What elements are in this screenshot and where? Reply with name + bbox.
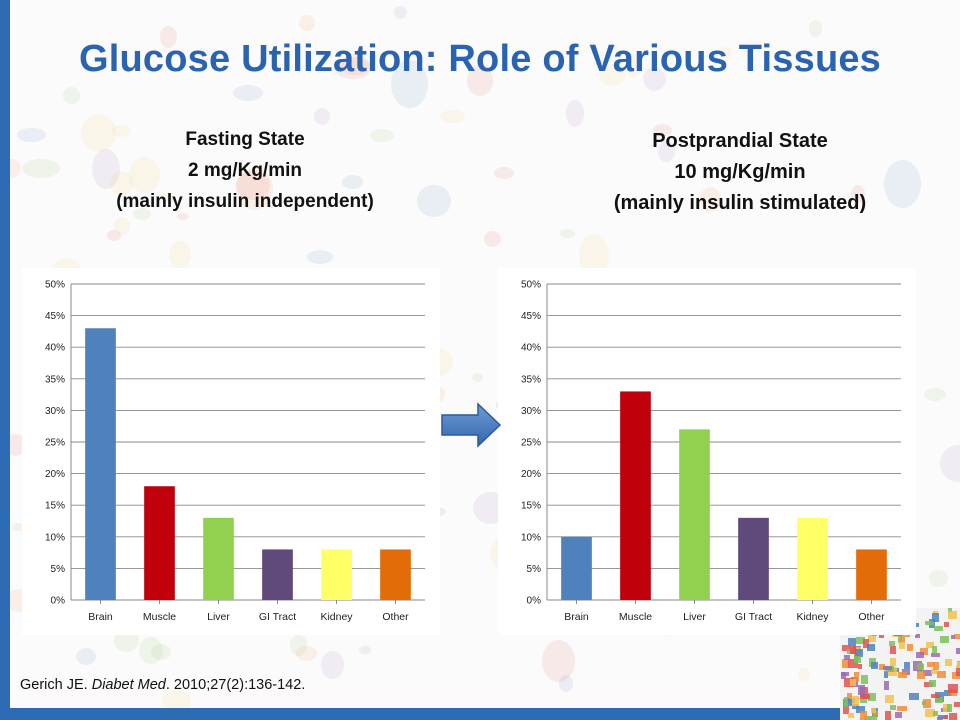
postprandial-bar-kidney <box>797 517 828 600</box>
postprandial-y-tick-label: 20% <box>521 469 541 480</box>
fasting-bar-gi-tract <box>262 549 293 600</box>
fasting-bar-brain <box>85 328 116 600</box>
postprandial-category-label: Kidney <box>796 611 829 623</box>
postprandial-chart-svg: 0% 5% 10% 15% 20% 25% 30% 35% 40% 45% 50% Brain Musc… <box>521 280 901 623</box>
postprandial-y-tick-label: 15% <box>521 501 541 512</box>
postprandial-heading-line2: 10 mg/Kg/min <box>674 161 806 183</box>
fasting-bar-other <box>380 549 411 600</box>
postprandial-category-label: Brain <box>564 611 589 623</box>
fasting-category-label: GI Tract <box>259 611 296 623</box>
fasting-heading-line2: 2 mg/Kg/min <box>187 160 302 181</box>
fasting-bar-muscle <box>144 486 175 600</box>
fasting-y-tick-label: 0% <box>51 596 66 607</box>
fasting-category-label: Liver <box>207 611 230 623</box>
fasting-category-label: Other <box>382 611 409 623</box>
postprandial-heading-line1: Postprandial State <box>652 130 828 152</box>
postprandial-y-tick-label: 10% <box>521 532 541 543</box>
fasting-y-tick-label: 5% <box>51 564 66 575</box>
postprandial-bar-brain <box>561 536 592 600</box>
postprandial-heading: Postprandial State 10 mg/Kg/min (mainly … <box>520 126 960 219</box>
fasting-y-tick-label: 45% <box>45 311 65 322</box>
postprandial-y-tick-label: 35% <box>521 374 541 385</box>
slide-title: Glucose Utilization: Role of Various Tis… <box>78 38 882 80</box>
fasting-category-label: Kidney <box>320 611 353 623</box>
fasting-y-tick-label: 15% <box>45 501 65 512</box>
postprandial-category-label: Other <box>858 611 885 623</box>
postprandial-y-tick-label: 5% <box>527 564 542 575</box>
postprandial-bar-gi-tract <box>738 517 769 600</box>
fasting-bar-kidney <box>321 549 352 600</box>
fasting-bar-chart: 0% 5% 10% 15% 20% 25% 30% 35% 40% 45% 50% Brain Musc… <box>22 268 440 635</box>
postprandial-y-tick-label: 40% <box>521 343 541 354</box>
bottom-accent-bar <box>0 708 960 720</box>
citation-author: Gerich JE. <box>20 677 88 693</box>
fasting-y-tick-label: 50% <box>45 280 65 291</box>
postprandial-category-label: GI Tract <box>735 611 772 623</box>
fasting-chart-svg: 0% 5% 10% 15% 20% 25% 30% 35% 40% 45% 50% Brain Musc… <box>45 280 425 623</box>
citation: Gerich JE. Diabet Med. 2010;27(2):136-14… <box>20 677 305 693</box>
fasting-y-tick-label: 10% <box>45 532 65 543</box>
postprandial-category-label: Liver <box>683 611 706 623</box>
fasting-y-tick-label: 40% <box>45 343 65 354</box>
postprandial-category-label: Muscle <box>619 611 652 623</box>
fasting-heading-line1: Fasting State <box>185 129 305 150</box>
fasting-y-tick-label: 25% <box>45 438 65 449</box>
postprandial-y-tick-label: 0% <box>527 596 542 607</box>
postprandial-y-tick-label: 30% <box>521 406 541 417</box>
fasting-y-tick-label: 30% <box>45 406 65 417</box>
fasting-category-label: Muscle <box>143 611 176 623</box>
left-accent-bar <box>0 0 10 720</box>
postprandial-bar-liver <box>679 429 710 600</box>
postprandial-bar-chart: 0% 5% 10% 15% 20% 25% 30% 35% 40% 45% 50% Brain Musc… <box>498 268 916 635</box>
fasting-heading-line3: (mainly insulin independent) <box>116 191 374 212</box>
fasting-bar-liver <box>203 517 234 600</box>
postprandial-y-tick-label: 50% <box>521 280 541 291</box>
citation-journal: Diabet Med <box>91 677 166 693</box>
postprandial-bar-muscle <box>620 391 651 600</box>
fasting-category-label: Brain <box>88 611 113 623</box>
postprandial-heading-line3: (mainly insulin stimulated) <box>613 192 867 214</box>
postprandial-y-tick-label: 25% <box>521 438 541 449</box>
postprandial-y-tick-label: 45% <box>521 311 541 322</box>
fasting-y-tick-label: 20% <box>45 469 65 480</box>
right-arrow-icon <box>441 402 502 448</box>
fasting-heading: Fasting State 2 mg/Kg/min (mainly insuli… <box>30 124 460 217</box>
postprandial-bar-other <box>856 549 887 600</box>
citation-details: . 2010;27(2):136-142. <box>165 677 306 693</box>
fasting-y-tick-label: 35% <box>45 374 65 385</box>
